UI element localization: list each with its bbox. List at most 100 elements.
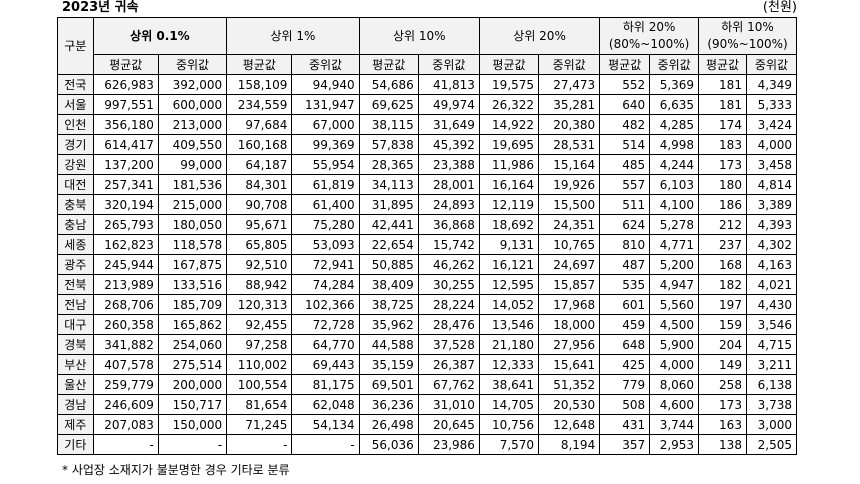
value-cell: 20,380 — [538, 114, 601, 135]
value-cell: 182 — [698, 274, 747, 295]
value-cell: 407,578 — [92, 354, 159, 375]
table-title: 2023년 귀속 — [62, 0, 139, 15]
value-cell: 8,060 — [649, 374, 700, 395]
value-cell: 74,284 — [291, 274, 360, 295]
value-cell: 75,280 — [291, 214, 360, 235]
header-mean-3: 평균값 — [478, 54, 540, 75]
value-cell: 38,725 — [358, 294, 419, 315]
value-cell: 487 — [599, 254, 651, 275]
value-cell: 51,352 — [538, 374, 601, 395]
value-cell: 64,187 — [226, 154, 293, 175]
value-cell: 19,926 — [538, 174, 601, 195]
value-cell: 6,635 — [649, 94, 700, 115]
value-cell: 552 — [599, 74, 651, 95]
value-cell: 49,974 — [417, 94, 480, 115]
header-group-top-20: 상위 20% — [478, 17, 601, 55]
header-median-3: 중위값 — [538, 54, 601, 75]
value-cell: 4,393 — [745, 214, 798, 235]
value-cell: 118,578 — [157, 234, 228, 255]
header-mean-2: 평균값 — [358, 54, 419, 75]
value-cell: 12,119 — [478, 194, 540, 215]
value-cell: 18,692 — [478, 214, 540, 235]
value-cell: 72,941 — [291, 254, 360, 275]
income-table: 구분 상위 0.1% 상위 1% 상위 10% 상위 20% 하위 20% (8… — [57, 17, 798, 455]
value-cell: 24,893 — [417, 194, 480, 215]
value-cell: 16,164 — [478, 174, 540, 195]
footnote: * 사업장 소재지가 불분명한 경우 기타로 분류 — [62, 463, 290, 477]
value-cell: 4,302 — [745, 234, 798, 255]
value-cell: 204 — [698, 334, 747, 355]
value-cell: 16,121 — [478, 254, 540, 275]
value-cell: 97,684 — [226, 114, 293, 135]
value-cell: - — [226, 434, 293, 455]
value-cell: 168 — [698, 254, 747, 275]
value-cell: 67,000 — [291, 114, 360, 135]
value-cell: 27,956 — [538, 334, 601, 355]
value-cell: 158,109 — [226, 74, 293, 95]
value-cell: 15,500 — [538, 194, 601, 215]
region-cell: 광주 — [57, 254, 94, 275]
value-cell: 392,000 — [157, 74, 228, 95]
region-cell: 충북 — [57, 194, 94, 215]
value-cell: 13,546 — [478, 314, 540, 335]
table-row: 부산 407,578 275,514 110,002 69,443 35,159 26,38… — [57, 354, 798, 375]
value-cell: 167,875 — [157, 254, 228, 275]
header-median-4: 중위값 — [649, 54, 700, 75]
value-cell: 69,501 — [358, 374, 419, 395]
value-cell: 45,392 — [417, 134, 480, 155]
region-cell: 전남 — [57, 294, 94, 315]
table-row: 대구 260,358 165,862 92,455 72,728 35,962 28,476… — [57, 314, 798, 335]
value-cell: 57,838 — [358, 134, 419, 155]
value-cell: 27,473 — [538, 74, 601, 95]
value-cell: 183 — [698, 134, 747, 155]
value-cell: 409,550 — [157, 134, 228, 155]
value-cell: 259,779 — [92, 374, 159, 395]
header-median-2: 중위값 — [417, 54, 480, 75]
header-group-top-0-1: 상위 0.1% — [92, 17, 228, 55]
table-row: 서울 997,551 600,000 234,559 131,947 69,625 49,9… — [57, 94, 798, 115]
value-cell: 62,048 — [291, 394, 360, 415]
value-cell: - — [291, 434, 360, 455]
region-cell: 인천 — [57, 114, 94, 135]
header-mean-5: 평균값 — [698, 54, 747, 75]
header-mean-4: 평균값 — [599, 54, 651, 75]
value-cell: 186 — [698, 194, 747, 215]
value-cell: 163 — [698, 414, 747, 435]
value-cell: 8,194 — [538, 434, 601, 455]
value-cell: 12,648 — [538, 414, 601, 435]
value-cell: 56,036 — [358, 434, 419, 455]
value-cell: 162,823 — [92, 234, 159, 255]
value-cell: 28,224 — [417, 294, 480, 315]
header-group-bottom-20-label: 하위 20% — [622, 20, 676, 34]
value-cell: 19,575 — [478, 74, 540, 95]
value-cell: 64,770 — [291, 334, 360, 355]
value-cell: 3,000 — [745, 414, 798, 435]
value-cell: 150,717 — [157, 394, 228, 415]
value-cell: 26,387 — [417, 354, 480, 375]
value-cell: 185,709 — [157, 294, 228, 315]
value-cell: 159 — [698, 314, 747, 335]
value-cell: 61,400 — [291, 194, 360, 215]
value-cell: 54,134 — [291, 414, 360, 435]
table-row: 경북 341,882 254,060 97,258 64,770 44,588 37,528… — [57, 334, 798, 355]
value-cell: 614,417 — [92, 134, 159, 155]
value-cell: 94,940 — [291, 74, 360, 95]
value-cell: 535 — [599, 274, 651, 295]
value-cell: 44,588 — [358, 334, 419, 355]
value-cell: 28,531 — [538, 134, 601, 155]
header-group-bottom-20-range: (80%~100%) — [608, 37, 690, 51]
value-cell: 42,441 — [358, 214, 419, 235]
value-cell: 54,686 — [358, 74, 419, 95]
value-cell: 10,756 — [478, 414, 540, 435]
value-cell: 258 — [698, 374, 747, 395]
value-cell: 19,695 — [478, 134, 540, 155]
value-cell: 997,551 — [92, 94, 159, 115]
value-cell: 99,369 — [291, 134, 360, 155]
value-cell: 4,100 — [649, 194, 700, 215]
region-cell: 경기 — [57, 134, 94, 155]
value-cell: 5,200 — [649, 254, 700, 275]
region-cell: 세종 — [57, 234, 94, 255]
table-row: 광주 245,944 167,875 92,510 72,941 50,885 46,262… — [57, 254, 798, 275]
value-cell: 254,060 — [157, 334, 228, 355]
value-cell: 131,947 — [291, 94, 360, 115]
